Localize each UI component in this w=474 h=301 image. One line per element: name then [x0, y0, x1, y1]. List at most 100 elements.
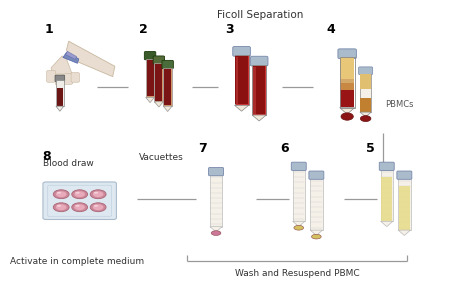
Bar — [360, 98, 371, 112]
Ellipse shape — [211, 231, 221, 235]
Ellipse shape — [90, 190, 106, 199]
Polygon shape — [210, 227, 222, 232]
Text: Vacuettes: Vacuettes — [139, 154, 183, 162]
Bar — [155, 64, 163, 101]
Bar — [252, 65, 266, 115]
Bar — [254, 67, 255, 114]
Bar — [146, 59, 155, 97]
Polygon shape — [360, 112, 371, 117]
Text: 6: 6 — [280, 142, 289, 155]
FancyBboxPatch shape — [55, 74, 64, 85]
Polygon shape — [235, 105, 248, 111]
Polygon shape — [155, 102, 163, 107]
Bar — [292, 169, 305, 221]
Bar — [399, 186, 410, 230]
Ellipse shape — [94, 192, 98, 194]
FancyBboxPatch shape — [309, 171, 324, 179]
FancyBboxPatch shape — [379, 162, 394, 170]
Bar — [340, 57, 355, 108]
Ellipse shape — [74, 191, 85, 197]
Ellipse shape — [56, 191, 66, 197]
Bar — [56, 79, 64, 106]
FancyBboxPatch shape — [46, 70, 55, 82]
Bar — [360, 74, 371, 112]
Bar — [236, 57, 238, 104]
Polygon shape — [56, 106, 64, 111]
Text: 5: 5 — [365, 142, 374, 155]
FancyBboxPatch shape — [145, 51, 156, 60]
Bar — [155, 63, 163, 102]
Text: Ficoll Separation: Ficoll Separation — [217, 10, 303, 20]
Polygon shape — [252, 115, 266, 121]
FancyBboxPatch shape — [55, 75, 65, 82]
Polygon shape — [398, 230, 410, 235]
Bar — [310, 178, 322, 230]
Text: 7: 7 — [199, 142, 207, 155]
Ellipse shape — [93, 204, 103, 210]
Text: PBMCs: PBMCs — [385, 100, 414, 109]
Bar — [381, 177, 392, 221]
Ellipse shape — [94, 205, 98, 207]
Bar — [340, 90, 354, 107]
Bar — [235, 55, 248, 105]
Ellipse shape — [294, 225, 304, 230]
Polygon shape — [65, 51, 77, 60]
Ellipse shape — [341, 113, 353, 120]
FancyBboxPatch shape — [64, 74, 73, 84]
Ellipse shape — [56, 204, 66, 210]
FancyBboxPatch shape — [233, 46, 250, 56]
Ellipse shape — [53, 203, 69, 212]
Bar — [381, 169, 393, 221]
Polygon shape — [66, 41, 115, 77]
Bar — [236, 56, 248, 104]
Polygon shape — [146, 97, 155, 103]
Bar — [163, 68, 172, 106]
Bar — [210, 175, 222, 227]
Polygon shape — [292, 221, 305, 227]
FancyBboxPatch shape — [397, 171, 412, 179]
FancyBboxPatch shape — [359, 67, 373, 75]
Text: 2: 2 — [139, 23, 148, 36]
Bar — [57, 88, 63, 106]
Text: Activate in complete medium: Activate in complete medium — [10, 257, 145, 266]
Ellipse shape — [57, 205, 61, 207]
Bar — [164, 69, 171, 105]
Polygon shape — [51, 56, 73, 81]
FancyBboxPatch shape — [292, 162, 306, 170]
Text: 1: 1 — [45, 23, 53, 36]
Bar — [398, 178, 410, 230]
FancyBboxPatch shape — [209, 167, 224, 176]
FancyBboxPatch shape — [338, 49, 356, 59]
FancyBboxPatch shape — [153, 56, 164, 64]
Polygon shape — [163, 106, 172, 111]
Bar — [340, 79, 354, 82]
Ellipse shape — [53, 190, 69, 199]
Polygon shape — [381, 221, 393, 227]
Bar — [360, 74, 371, 89]
Ellipse shape — [72, 190, 88, 199]
Ellipse shape — [311, 234, 321, 239]
Text: Wash and Resuspend PBMC: Wash and Resuspend PBMC — [235, 268, 360, 278]
Ellipse shape — [74, 204, 85, 210]
Text: 8: 8 — [42, 150, 51, 163]
Ellipse shape — [75, 192, 80, 194]
FancyBboxPatch shape — [250, 56, 268, 66]
Ellipse shape — [75, 205, 80, 207]
Polygon shape — [63, 52, 79, 63]
Text: 4: 4 — [326, 23, 335, 36]
FancyBboxPatch shape — [43, 182, 117, 219]
Bar — [146, 60, 154, 96]
Ellipse shape — [360, 116, 371, 122]
Ellipse shape — [93, 191, 103, 197]
Text: 3: 3 — [225, 23, 234, 36]
Ellipse shape — [57, 192, 61, 194]
Bar — [253, 66, 265, 114]
Bar — [340, 57, 354, 79]
FancyBboxPatch shape — [71, 73, 80, 82]
Bar — [340, 82, 354, 90]
Ellipse shape — [72, 203, 88, 212]
Text: Blood draw: Blood draw — [43, 159, 94, 168]
FancyBboxPatch shape — [162, 61, 173, 69]
Ellipse shape — [90, 203, 106, 212]
Polygon shape — [310, 230, 322, 235]
